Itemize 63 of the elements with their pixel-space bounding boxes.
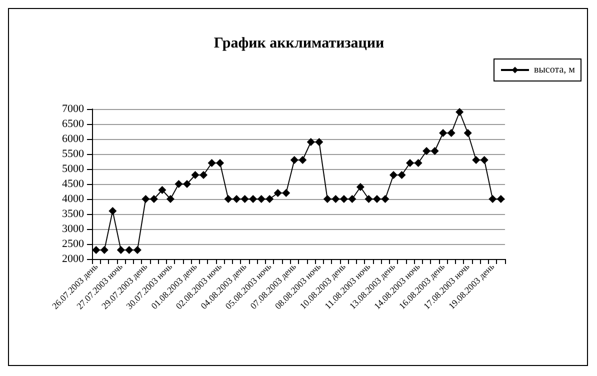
point <box>133 246 142 254</box>
point <box>364 195 373 203</box>
point <box>182 180 191 188</box>
y-tick-label: 2000 <box>62 253 84 265</box>
point <box>216 159 224 167</box>
point <box>290 156 298 164</box>
point <box>257 195 266 203</box>
point <box>323 195 332 203</box>
point <box>282 189 290 197</box>
point <box>496 195 505 203</box>
point <box>174 180 183 188</box>
point <box>274 189 282 197</box>
point <box>372 195 381 203</box>
y-tick-label: 2500 <box>62 238 84 250</box>
y-tick-label: 4000 <box>62 193 84 205</box>
point <box>158 186 166 194</box>
point <box>422 147 431 155</box>
point <box>447 129 456 137</box>
point <box>472 156 480 164</box>
point <box>166 195 174 203</box>
point <box>389 171 398 179</box>
point <box>208 159 216 167</box>
point <box>430 147 439 155</box>
y-tick-label: 3000 <box>62 223 84 235</box>
point <box>232 195 241 203</box>
point <box>100 246 108 254</box>
point <box>332 195 340 203</box>
point <box>266 195 274 203</box>
point <box>125 246 134 254</box>
chart-title: График акклиматизации <box>214 36 385 52</box>
y-tick-label: 6500 <box>62 118 84 130</box>
point <box>191 171 200 179</box>
point <box>298 156 307 164</box>
point <box>116 246 125 254</box>
point <box>306 138 315 146</box>
point <box>315 138 324 146</box>
point <box>488 195 497 203</box>
point <box>108 207 117 215</box>
point <box>150 195 158 203</box>
point <box>200 171 208 179</box>
point <box>142 195 150 203</box>
y-tick-label: 7000 <box>62 103 84 115</box>
point <box>240 195 249 203</box>
point <box>224 195 232 203</box>
point <box>340 195 348 203</box>
point <box>92 246 100 254</box>
y-tick-label: 5500 <box>62 148 84 160</box>
point <box>414 159 422 167</box>
point <box>480 156 488 164</box>
legend-label: высота, м <box>534 64 576 76</box>
point <box>439 129 448 137</box>
point <box>398 171 406 179</box>
y-tick-label: 3500 <box>62 208 84 220</box>
point <box>348 195 356 203</box>
point <box>456 108 464 116</box>
point <box>356 183 364 191</box>
point <box>406 159 414 167</box>
y-tick-label: 5000 <box>62 163 84 175</box>
point <box>381 195 390 203</box>
point <box>249 195 258 203</box>
y-tick-label: 6000 <box>62 133 84 145</box>
y-tick-label: 4500 <box>62 178 84 190</box>
point <box>464 129 472 137</box>
